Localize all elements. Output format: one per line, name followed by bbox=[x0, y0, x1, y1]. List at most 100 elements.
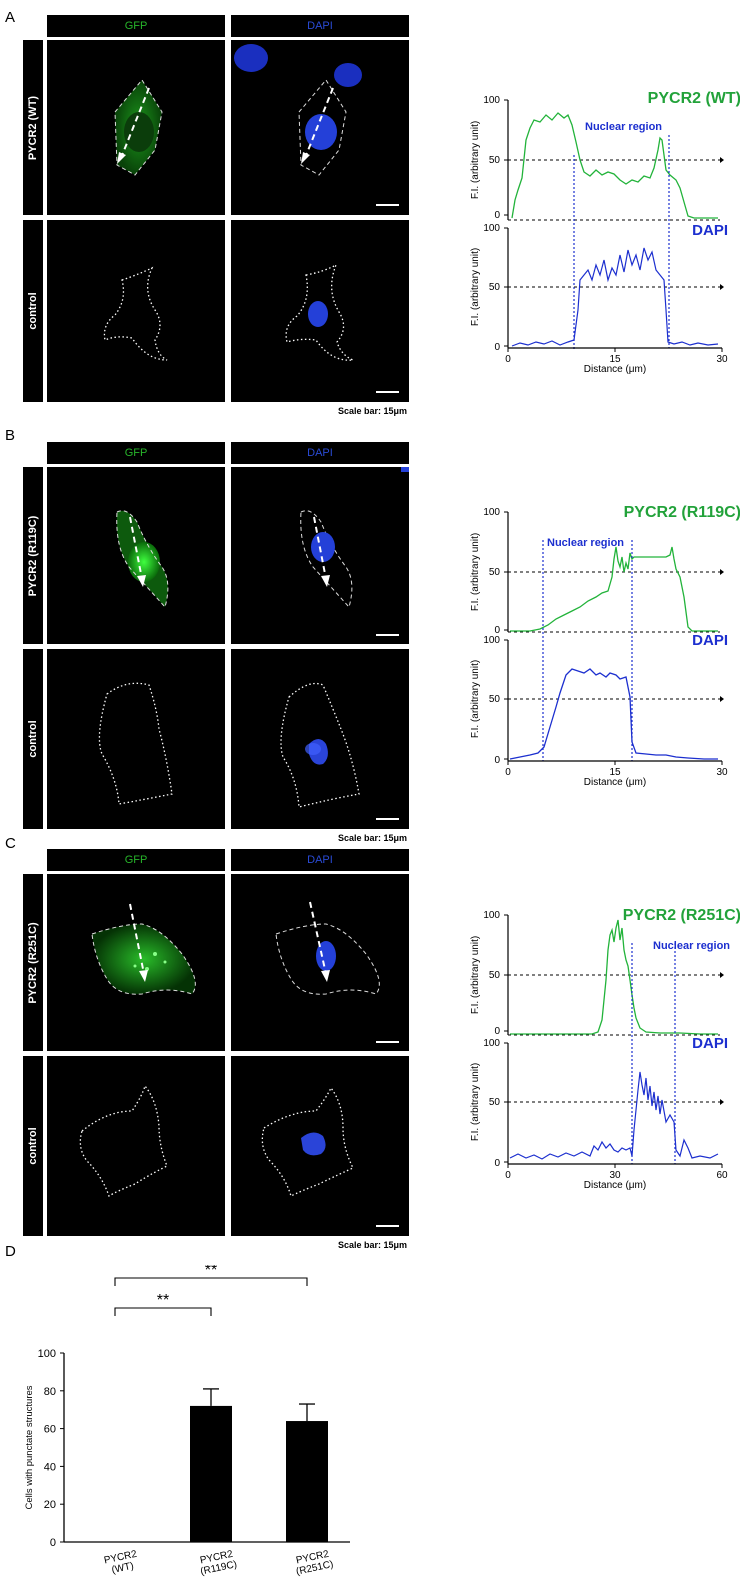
y-tick-label: 100 bbox=[38, 1348, 56, 1360]
top-axis-c: 100 50 0 bbox=[483, 910, 724, 1164]
y-tick-top-0-c: 0 bbox=[494, 1026, 500, 1037]
profile-title-a: PYCR2 (WT) bbox=[648, 90, 740, 107]
row-label-control-a: control bbox=[23, 220, 43, 402]
column-header-dapi-b: DAPI bbox=[231, 442, 409, 464]
column-header-dapi: DAPI bbox=[231, 15, 409, 37]
micrograph-dapi-r119c bbox=[231, 467, 409, 644]
x-tick-60-c: 60 bbox=[716, 1170, 728, 1181]
y-tick-bottom-50-b: 50 bbox=[489, 694, 501, 705]
x-axis-label-a: Distance (μm) bbox=[584, 364, 646, 375]
bottom-axis-b: 100 50 0 0 15 30 Distance (μm) bbox=[483, 635, 728, 788]
row-label-wt: PYCR2 (WT) bbox=[23, 40, 43, 215]
bar bbox=[286, 1421, 328, 1542]
y-tick-bottom-50-c: 50 bbox=[489, 1097, 501, 1108]
micrograph-dapi-control-c bbox=[231, 1056, 409, 1236]
y-axis-label-bottom-a: F.I. (arbitrary unit) bbox=[470, 248, 481, 326]
row-label-r119c: PYCR2 (R119C) bbox=[23, 467, 43, 644]
scale-bar-caption-c: Scale bar: 15μm bbox=[338, 1240, 408, 1250]
y-axis-label-top-c: F.I. (arbitrary unit) bbox=[470, 936, 481, 1014]
y-tick-bottom-0-c: 0 bbox=[494, 1158, 500, 1169]
significance-mark: ** bbox=[205, 1265, 217, 1279]
micrograph-gfp-r251c bbox=[47, 874, 225, 1051]
x-tick-30-a: 30 bbox=[716, 354, 728, 365]
y-tick-bottom-50-a: 50 bbox=[489, 282, 501, 293]
y-tick-top-100-b: 100 bbox=[483, 507, 500, 518]
panel-letter-c: C bbox=[5, 835, 16, 852]
y-axis-label: Cells with punctate structures bbox=[24, 1385, 35, 1509]
significance-bracket bbox=[114, 1307, 212, 1316]
y-tick-bottom-0-b: 0 bbox=[494, 755, 500, 766]
intensity-profile-a: PYCR2 (WT) Nuclear region DAPI 100 50 0 … bbox=[470, 90, 740, 375]
y-axis-label-top-b: F.I. (arbitrary unit) bbox=[470, 533, 481, 611]
micrograph-dapi-wt bbox=[231, 40, 409, 215]
panel-letter-b: B bbox=[5, 427, 16, 444]
category-label: PYCR2(R251C) bbox=[293, 1548, 335, 1577]
y-axis-label-bottom-c: F.I. (arbitrary unit) bbox=[470, 1063, 481, 1141]
panel-letter-d: D bbox=[5, 1243, 16, 1260]
intensity-profile-c: PYCR2 (R251C) Nuclear region DAPI 100 50… bbox=[470, 907, 740, 1191]
bar-chart-punctate: 0 20 40 60 80 100 Cells with punctate structur… bbox=[24, 1265, 350, 1578]
significance-mark: ** bbox=[157, 1292, 169, 1309]
x-tick-30-b: 30 bbox=[716, 767, 728, 778]
column-header-gfp-b: GFP bbox=[47, 442, 225, 464]
y-tick-label: 40 bbox=[44, 1461, 56, 1473]
nuclear-region-label-a: Nuclear region bbox=[585, 121, 662, 133]
dapi-label-c: DAPI bbox=[692, 1035, 728, 1052]
row-label-control-b: control bbox=[23, 649, 43, 829]
y-tick-bottom-100-c: 100 bbox=[483, 1038, 500, 1049]
nuclear-region-label-b: Nuclear region bbox=[547, 537, 624, 549]
y-tick-bottom-100-a: 100 bbox=[483, 223, 500, 234]
top-axis-a: 100 50 0 bbox=[483, 95, 724, 350]
scale-bar-caption-a: Scale bar: 15μm bbox=[338, 406, 408, 416]
x-tick-0-b: 0 bbox=[505, 767, 511, 778]
bottom-axis-c: 100 50 0 0 30 60 Distance (μm) bbox=[483, 1038, 728, 1191]
top-axis-b: 100 50 0 bbox=[483, 507, 724, 761]
y-tick-top-50-a: 50 bbox=[489, 155, 501, 166]
profile-title-c: PYCR2 (R251C) bbox=[623, 907, 740, 924]
dapi-label-a: DAPI bbox=[692, 222, 728, 239]
micrograph-gfp-r119c bbox=[47, 467, 225, 644]
scale-bar-caption-b: Scale bar: 15μm bbox=[338, 833, 408, 843]
micrograph-gfp-control-c bbox=[47, 1056, 225, 1236]
y-tick-top-100-c: 100 bbox=[483, 910, 500, 921]
micrograph-gfp-control-a bbox=[47, 220, 225, 402]
row-label-r251c: PYCR2 (R251C) bbox=[23, 874, 43, 1051]
y-tick-bottom-0-a: 0 bbox=[494, 342, 500, 353]
bar bbox=[190, 1405, 232, 1542]
y-tick-top-0-a: 0 bbox=[494, 210, 500, 221]
category-label: PYCR2(WT) bbox=[103, 1549, 141, 1578]
y-tick-label: 0 bbox=[50, 1537, 56, 1549]
micrograph-gfp-wt bbox=[47, 40, 225, 215]
y-tick-bottom-100-b: 100 bbox=[483, 635, 500, 646]
x-tick-0-c: 0 bbox=[505, 1170, 511, 1181]
bottom-axis-a: 100 50 0 0 15 30 Distance (μm) bbox=[483, 223, 728, 375]
y-tick-top-0-b: 0 bbox=[494, 625, 500, 636]
category-label: PYCR2(R119C) bbox=[197, 1548, 238, 1577]
y-tick-top-50-c: 50 bbox=[489, 970, 501, 981]
dapi-label-b: DAPI bbox=[692, 632, 728, 649]
y-tick-top-50-b: 50 bbox=[489, 567, 501, 578]
x-tick-15-a: 15 bbox=[609, 354, 621, 365]
y-tick-label: 80 bbox=[44, 1386, 56, 1398]
row-label-control-c: control bbox=[23, 1056, 43, 1236]
significance-bracket bbox=[114, 1277, 308, 1286]
y-tick-top-100-a: 100 bbox=[483, 95, 500, 106]
x-axis-label-c: Distance (μm) bbox=[584, 1180, 646, 1191]
intensity-profile-b: PYCR2 (R119C) Nuclear region DAPI 100 50… bbox=[470, 504, 740, 788]
y-axis-label-top-a: F.I. (arbitrary unit) bbox=[470, 121, 481, 199]
micrograph-dapi-r251c bbox=[231, 874, 409, 1051]
x-tick-30-c: 30 bbox=[609, 1170, 621, 1181]
column-header-dapi-c: DAPI bbox=[231, 849, 409, 871]
micrograph-dapi-control-a bbox=[231, 220, 409, 402]
profile-title-b: PYCR2 (R119C) bbox=[624, 504, 740, 521]
x-tick-0-a: 0 bbox=[505, 354, 511, 365]
nuclear-region-label-c: Nuclear region bbox=[653, 940, 730, 952]
micrograph-gfp-control-b bbox=[47, 649, 225, 829]
column-header-gfp: GFP bbox=[47, 15, 225, 37]
y-tick-label: 60 bbox=[44, 1424, 56, 1436]
micrograph-dapi-control-b bbox=[231, 649, 409, 829]
y-axis-label-bottom-b: F.I. (arbitrary unit) bbox=[470, 660, 481, 738]
x-axis-label-b: Distance (μm) bbox=[584, 777, 646, 788]
y-tick-label: 20 bbox=[44, 1499, 56, 1511]
x-tick-15-b: 15 bbox=[609, 767, 621, 778]
